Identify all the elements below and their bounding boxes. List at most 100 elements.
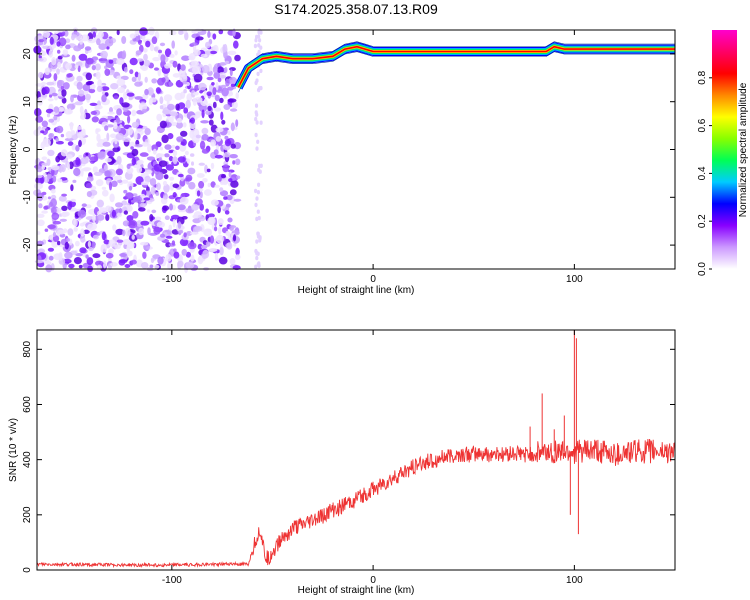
noise-dot <box>41 164 46 170</box>
noise-dot <box>164 153 170 158</box>
noise-dot <box>113 95 119 100</box>
noise-dot <box>91 241 96 249</box>
noise-dot <box>199 90 204 94</box>
noise-dot <box>256 231 260 236</box>
noise-dot <box>67 141 74 146</box>
noise-dot <box>215 234 224 244</box>
noise-dot <box>180 130 188 137</box>
noise-dot <box>163 195 168 200</box>
noise-dot <box>190 153 195 157</box>
noise-dot <box>69 121 74 131</box>
noise-dot <box>132 211 139 219</box>
noise-dot <box>119 97 124 105</box>
noise-dot <box>214 226 218 232</box>
noise-dot <box>48 255 54 261</box>
noise-dot <box>121 102 130 108</box>
noise-dot <box>104 158 112 163</box>
noise-dot <box>53 73 58 82</box>
noise-dot <box>209 50 218 55</box>
noise-dot <box>159 96 164 105</box>
noise-dot <box>225 230 230 236</box>
y-tick-label: 800 <box>22 341 33 358</box>
noise-dot <box>73 218 78 227</box>
noise-dot <box>76 75 83 82</box>
noise-dot <box>65 62 72 70</box>
noise-dot <box>37 194 43 202</box>
noise-dot <box>206 228 212 232</box>
noise-dot <box>48 133 53 141</box>
noise-dot <box>61 211 69 218</box>
noise-dot <box>255 196 259 201</box>
noise-dot <box>136 160 142 166</box>
noise-dot <box>82 253 87 258</box>
noise-dot <box>192 66 201 74</box>
noise-dot <box>158 160 168 167</box>
noise-dot <box>214 184 220 188</box>
noise-dot <box>126 215 134 222</box>
noise-dot <box>141 108 147 114</box>
noise-dot <box>115 133 125 141</box>
noise-dot <box>89 156 98 162</box>
noise-dot <box>207 213 215 218</box>
noise-dot <box>217 206 221 214</box>
noise-dot <box>196 173 205 178</box>
noise-dot <box>76 81 83 90</box>
noise-dot <box>151 36 158 45</box>
noise-dot <box>253 43 257 49</box>
noise-dot <box>77 44 83 49</box>
noise-dot <box>116 58 125 65</box>
noise-dot <box>179 196 189 205</box>
noise-dot <box>157 77 165 86</box>
noise-dot <box>87 240 91 248</box>
noise-dot <box>254 38 258 43</box>
noise-dot <box>61 193 67 197</box>
noise-dot <box>34 182 43 190</box>
noise-dot <box>128 185 133 191</box>
noise-dot <box>227 86 234 91</box>
noise-dot <box>80 228 85 237</box>
noise-dot <box>143 197 151 201</box>
noise-dot <box>179 238 189 247</box>
noise-dot <box>86 176 94 182</box>
noise-dot <box>183 107 189 114</box>
noise-dot <box>128 219 138 229</box>
noise-dot <box>75 145 80 152</box>
noise-dot <box>210 216 215 223</box>
noise-dot <box>115 117 121 123</box>
noise-dot <box>61 31 66 36</box>
noise-dot <box>136 220 143 227</box>
noise-dot <box>205 41 211 49</box>
snr-frame <box>36 329 676 571</box>
noise-dot <box>227 98 237 103</box>
noise-dot <box>126 163 131 170</box>
noise-dot <box>50 194 57 200</box>
noise-dot <box>70 184 74 192</box>
noise-dot <box>254 80 258 86</box>
noise-dot <box>217 218 224 226</box>
noise-dot <box>258 38 262 43</box>
noise-dot <box>56 41 61 47</box>
x-tick-label: -100 <box>162 274 182 285</box>
noise-dot <box>96 85 103 93</box>
noise-dot <box>80 34 90 42</box>
noise-dot <box>52 231 57 237</box>
noise-dot <box>255 146 259 151</box>
noise-dot <box>64 251 73 259</box>
noise-dot <box>179 178 186 187</box>
noise-dot <box>226 194 233 201</box>
noise-dot <box>257 49 261 55</box>
noise-dot <box>162 205 170 211</box>
noise-dot <box>41 210 48 214</box>
noise-dot <box>186 231 193 236</box>
noise-dot <box>213 71 220 79</box>
noise-dot <box>157 256 164 265</box>
noise-dot <box>108 181 113 191</box>
noise-dot <box>118 207 123 214</box>
y-tick-label: 0 <box>22 146 33 152</box>
noise-dot <box>192 218 201 224</box>
noise-dot <box>98 207 108 214</box>
noise-dot <box>186 93 193 102</box>
noise-dot <box>102 260 107 269</box>
noise-dot <box>219 246 224 256</box>
noise-dot <box>183 232 187 238</box>
